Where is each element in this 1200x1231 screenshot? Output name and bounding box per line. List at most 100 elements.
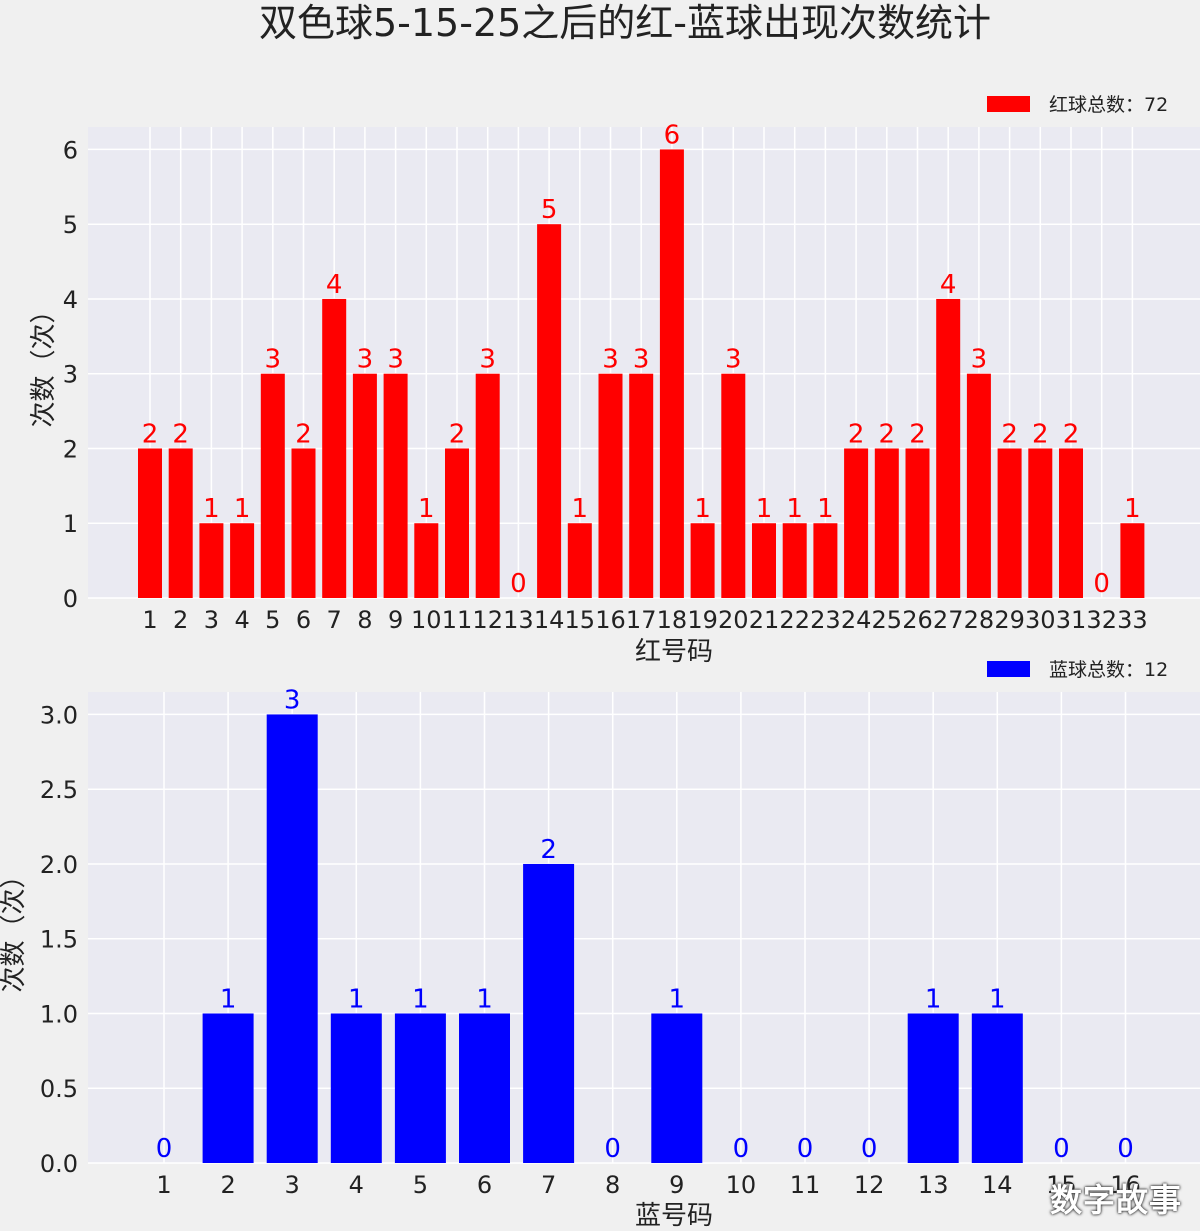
bar [1028,448,1053,598]
bar [874,448,899,598]
x-tick-label: 13 [918,1171,949,1199]
y-tick-label: 3 [63,361,78,389]
legend-label: 红球总数：72 [1049,94,1168,116]
bar [394,1013,446,1163]
data-label: 3 [387,345,404,375]
bar [523,863,575,1163]
bar [1120,523,1145,598]
data-label: 2 [172,419,189,449]
data-label: 0 [1117,1134,1134,1164]
x-tick-label: 12 [854,1171,885,1199]
bar [907,1013,959,1163]
bar [260,373,285,598]
y-tick-label: 0.0 [40,1150,78,1178]
x-tick-label: 7 [541,1171,556,1199]
x-tick-label: 5 [413,1171,428,1199]
data-label: 0 [604,1134,621,1164]
bar [971,1013,1023,1163]
x-tick-label: 1 [142,606,157,634]
data-label: 1 [348,984,365,1014]
data-label: 0 [1093,569,1110,599]
bar [445,448,469,598]
data-label: 1 [989,984,1006,1014]
data-label: 0 [797,1134,814,1164]
data-label: 5 [541,195,558,225]
x-tick-label: 10 [411,606,442,634]
chart-panel-2: 0.00.51.01.52.02.53.01 2 3 4 5 6 7 8 9 10 11 12 13 14… [0,659,1200,1231]
data-label: 4 [326,270,343,300]
y-tick-label: 1.5 [40,926,78,954]
bar [659,149,684,598]
data-label: 0 [156,1134,173,1164]
data-label: 2 [1063,419,1080,449]
bar [199,523,224,598]
data-label: 2 [295,419,312,449]
data-label: 3 [265,345,282,375]
bar [966,373,991,598]
bar [383,373,408,598]
data-label: 2 [1032,419,1049,449]
data-label: 1 [412,984,429,1014]
x-tick-label: 14 [982,1171,1013,1199]
bar [459,1013,510,1163]
bar [813,523,838,598]
x-tick-label: 6 [296,606,311,634]
x-tick-label: 3 [204,606,219,634]
data-label: 3 [602,345,619,375]
x-tick-label: 13 [503,606,534,634]
x-tick-label: 4 [234,606,249,634]
bar [936,298,961,598]
bar [752,523,776,598]
x-tick-label: 6 [477,1171,492,1199]
x-tick-label: 3 [285,1171,300,1199]
x-tick-label: 12 [472,606,503,634]
bar [567,523,592,598]
x-tick-label: 11 [790,1171,821,1199]
bar [230,523,255,598]
x-tick-label: 7 [327,606,342,634]
x-tick-label: 10 [726,1171,757,1199]
x-tick-label: 25 [872,606,903,634]
x-tick-label: 16 [1110,1171,1141,1199]
x-tick-label: 24 [841,606,872,634]
y-tick-label: 2.5 [40,776,78,804]
bar [690,523,715,598]
data-label: 2 [848,419,865,449]
legend-label: 蓝球总数：12 [1049,659,1168,681]
data-label: 3 [284,685,301,715]
data-label: 2 [1001,419,1018,449]
data-label: 2 [142,419,159,449]
y-tick-label: 6 [63,136,78,164]
data-label: 0 [861,1134,878,1164]
data-label: 3 [971,345,988,375]
y-axis-label: 次数（次） [0,862,29,992]
data-label: 1 [1124,494,1141,524]
y-tick-label: 1.0 [40,1000,78,1028]
data-label: 1 [220,984,237,1014]
chart-title: 双色球5-15-25之后的红-蓝球出现次数统计 [259,1,991,45]
watermark: 数字故事 [1049,1181,1182,1219]
y-tick-label: 5 [63,211,78,239]
data-label: 4 [940,270,957,300]
bar [414,523,439,598]
x-tick-label: 31 [1056,606,1087,634]
y-tick-label: 0 [63,585,78,613]
x-tick-label: 8 [357,606,372,634]
bar [905,448,930,598]
data-label: 2 [449,419,466,449]
x-tick-label: 5 [265,606,280,634]
x-tick-label: 17 [626,606,657,634]
data-label: 1 [669,984,686,1014]
x-tick-label: 21 [749,606,780,634]
x-tick-label: 2 [220,1171,235,1199]
plot-area [88,692,1200,1163]
y-tick-label: 2 [63,435,78,463]
legend-swatch [987,96,1030,112]
x-tick-label: 8 [605,1171,620,1199]
data-label: 1 [817,494,834,524]
x-tick-label: 9 [669,1171,684,1199]
x-tick-label: 2 [173,606,188,634]
y-tick-label: 4 [63,286,78,314]
